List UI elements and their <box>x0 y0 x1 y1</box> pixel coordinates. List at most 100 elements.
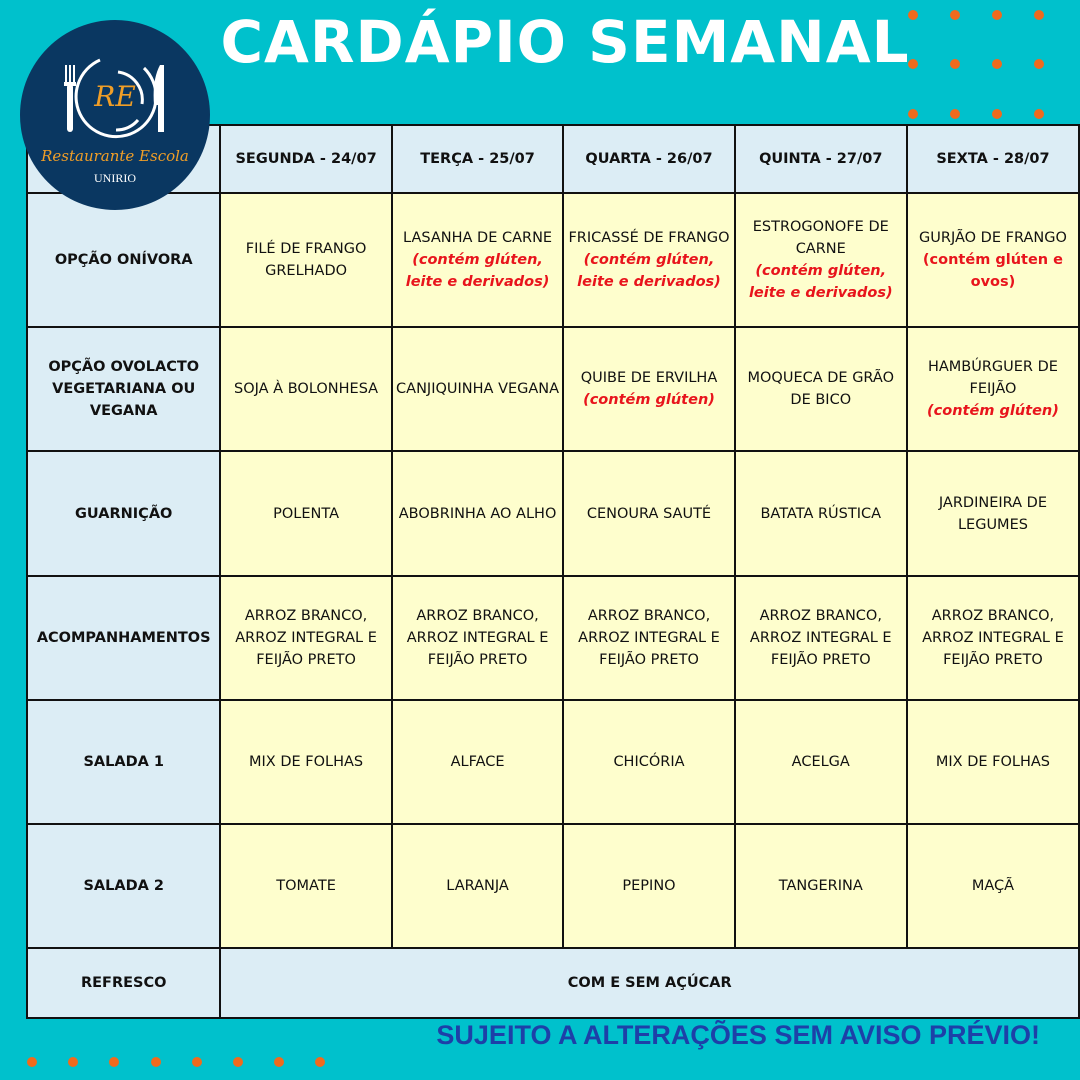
decorative-dot <box>950 109 960 119</box>
menu-cell: CENOURA SAUTÉ <box>562 450 736 577</box>
dish-name: ALFACE <box>450 754 505 770</box>
menu-table: SEGUNDA - 24/07 TERÇA - 25/07 QUARTA - 26/… <box>25 124 1080 1019</box>
menu-cell: ACELGA <box>733 699 908 825</box>
decorative-dot <box>1034 59 1044 69</box>
menu-cell: CHICÓRIA <box>562 699 736 825</box>
allergen-note: (contém glúten, leite e derivados) <box>748 263 893 301</box>
dish-name: CHICÓRIA <box>613 754 685 770</box>
dish-name: ARROZ BRANCO, ARROZ INTEGRAL E FEIJÃO PR… <box>749 608 892 668</box>
menu-cell: PEPINO <box>562 823 736 949</box>
decorative-dot <box>1034 109 1044 119</box>
decorative-dot <box>908 109 918 119</box>
logo-name: Restaurante Escola <box>41 147 189 165</box>
decorative-dot <box>233 1057 243 1067</box>
decorative-dot <box>992 109 1002 119</box>
dish-name: HAMBÚRGUER DE FEIJÃO <box>927 359 1058 397</box>
allergen-note: (contém glúten) <box>927 403 1059 419</box>
row-label: GUARNIÇÃO <box>25 450 222 577</box>
dish-name: PEPINO <box>622 878 676 894</box>
menu-cell: ARROZ BRANCO, ARROZ INTEGRAL E FEIJÃO PR… <box>390 575 565 701</box>
row-label: SALADA 2 <box>25 823 222 949</box>
decorative-dot <box>109 1057 120 1067</box>
decorative-dot <box>191 1057 202 1067</box>
dish-name: CENOURA SAUTÉ <box>586 505 712 522</box>
menu-cell: MIX DE FOLHAS <box>219 699 393 825</box>
menu-cell: ALFACE <box>390 699 565 825</box>
drink-value: COM E SEM AÇÚCAR <box>219 947 1080 1019</box>
dish-name: ABOBRINHA AO ALHO <box>398 505 557 522</box>
menu-cell: ESTROGONOFE DE CARNE (contém glúten, leit… <box>733 192 908 328</box>
table-row: OPÇÃO OVOLACTO VEGETARIANA OU VEGANA SOJA… <box>25 326 1080 452</box>
logo-initials: RE <box>94 80 136 113</box>
dish-name: FRICASSÉ DE FRANGO <box>568 230 730 246</box>
row-label: ACOMPANHAMENTOS <box>25 575 222 701</box>
dish-name: MOQUECA DE GRÃO DE BICO <box>747 370 895 408</box>
menu-cell: FILÉ DE FRANGO GRELHADO <box>219 192 393 328</box>
day-header: QUINTA - 27/07 <box>733 124 908 194</box>
menu-cell: MIX DE FOLHAS <box>905 699 1080 825</box>
decorative-dot <box>315 1057 326 1067</box>
allergen-note: (contém glúten) <box>583 392 715 408</box>
menu-cell: QUIBE DE ERVILHA (contém glúten) <box>562 326 736 452</box>
dish-name: MAÇÃ <box>971 878 1015 894</box>
menu-cell: GURJÃO DE FRANGO (contém glúten e ovos) <box>905 192 1080 328</box>
menu-cell: TOMATE <box>219 823 393 949</box>
page-title: CARDÁPIO SEMANAL <box>220 8 910 76</box>
menu-cell: ARROZ BRANCO, ARROZ INTEGRAL E FEIJÃO PR… <box>905 575 1080 701</box>
decorative-dot <box>274 1057 285 1067</box>
row-label: SALADA 1 <box>25 699 222 825</box>
menu-cell: HAMBÚRGUER DE FEIJÃO (contém glúten) <box>905 326 1080 452</box>
decorative-dot <box>908 59 918 69</box>
menu-cell: ARROZ BRANCO, ARROZ INTEGRAL E FEIJÃO PR… <box>219 575 393 701</box>
dish-name: TOMATE <box>276 878 336 894</box>
day-header: SEGUNDA - 24/07 <box>219 124 393 194</box>
dish-name: SOJA À BOLONHESA <box>234 381 379 397</box>
dish-name: LASANHA DE CARNE <box>403 230 553 246</box>
table-row: SALADA 2 TOMATE LARANJA PEPINO TANGERINA MAÇÃ <box>25 823 1080 949</box>
menu-cell: ARROZ BRANCO, ARROZ INTEGRAL E FEIJÃO PR… <box>562 575 736 701</box>
decorative-dot <box>950 59 960 69</box>
decorative-dot <box>992 10 1002 20</box>
plate-cutlery-icon <box>64 58 164 139</box>
menu-cell: SOJA À BOLONHESA <box>219 326 393 452</box>
dish-name: ESTROGONOFE DE CARNE <box>752 219 889 257</box>
decorative-dot <box>150 1057 161 1067</box>
dish-name: MIX DE FOLHAS <box>249 754 364 770</box>
menu-cell: FRICASSÉ DE FRANGO (contém glúten, leite … <box>562 192 736 328</box>
row-label: REFRESCO <box>25 947 222 1019</box>
dish-name: JARDINEIRA DE LEGUMES <box>938 494 1047 533</box>
decorative-dot <box>908 10 918 20</box>
decorative-dot <box>1034 10 1044 20</box>
dish-name: MIX DE FOLHAS <box>935 754 1051 770</box>
menu-cell: JARDINEIRA DE LEGUMES <box>905 450 1080 577</box>
dish-name: BATATA RÚSTICA <box>760 505 882 522</box>
table-row: ACOMPANHAMENTOS ARROZ BRANCO, ARROZ INTEG… <box>25 575 1080 701</box>
row-label: OPÇÃO ONÍVORA <box>25 192 222 328</box>
day-header: QUARTA - 26/07 <box>562 124 736 194</box>
restaurant-logo: RE Restaurante Escola UNIRIO <box>20 20 210 210</box>
row-label: OPÇÃO OVOLACTO VEGETARIANA OU VEGANA <box>25 326 222 452</box>
table-row: SALADA 1 MIX DE FOLHAS ALFACE CHICÓRIA ACELG… <box>25 699 1080 825</box>
day-header: TERÇA - 25/07 <box>390 124 565 194</box>
dish-name: ACELGA <box>791 754 850 770</box>
dish-name: ARROZ BRANCO, ARROZ INTEGRAL E FEIJÃO PR… <box>235 608 377 668</box>
table-row: GUARNIÇÃO POLENTA ABOBRINHA AO ALHO CENOURA… <box>25 450 1080 577</box>
drink-row: REFRESCO COM E SEM AÇÚCAR <box>25 947 1080 1019</box>
menu-cell: MOQUECA DE GRÃO DE BICO <box>733 326 908 452</box>
menu-cell: CANJIQUINHA VEGANA <box>390 326 565 452</box>
decorative-dot <box>27 1057 37 1067</box>
dish-name: LARANJA <box>446 878 509 894</box>
menu-cell: ARROZ BRANCO, ARROZ INTEGRAL E FEIJÃO PR… <box>733 575 908 701</box>
table-header-row: SEGUNDA - 24/07 TERÇA - 25/07 QUARTA - 26/… <box>25 124 1080 194</box>
menu-cell: MAÇÃ <box>905 823 1080 949</box>
decorative-dot <box>68 1057 79 1067</box>
allergen-note: (contém glúten, leite e derivados) <box>405 252 550 290</box>
decorative-dot <box>950 10 960 20</box>
menu-cell: BATATA RÚSTICA <box>733 450 908 577</box>
menu-cell: TANGERINA <box>733 823 908 949</box>
dish-name: POLENTA <box>273 505 340 522</box>
dish-name: ARROZ BRANCO, ARROZ INTEGRAL E FEIJÃO PR… <box>922 608 1064 668</box>
allergen-note: (contém glúten e ovos) <box>922 252 1063 290</box>
dish-name: CANJIQUINHA VEGANA <box>396 381 560 397</box>
disclaimer: SUJEITO A ALTERAÇÕES SEM AVISO PRÉVIO! <box>436 1020 1040 1050</box>
